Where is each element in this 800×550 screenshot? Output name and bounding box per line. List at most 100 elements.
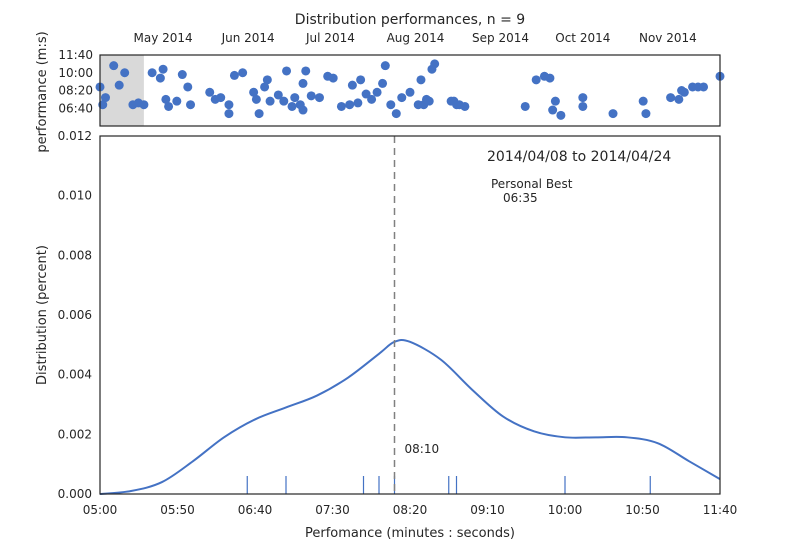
timeline-point-35 [290, 93, 300, 103]
chart-title: Distribution performances, n = 9 [295, 12, 525, 28]
timeline-point-52 [378, 78, 388, 88]
timeline-x-tick-label: Sep 2014 [472, 31, 529, 45]
timeline-point-78 [578, 101, 588, 111]
timeline-point-76 [556, 110, 566, 120]
timeline-point-85 [679, 87, 689, 97]
timeline-point-24 [238, 68, 248, 78]
timeline-highlight-range [100, 55, 144, 126]
timeline-frame [99, 54, 721, 127]
timeline-y-ticks: 11:40 10:00 08:20 06:40 [58, 48, 93, 115]
timeline-point-44 [336, 101, 346, 111]
timeline-point-64 [430, 59, 440, 69]
distribution-x-tick-label: 07:30 [315, 503, 350, 517]
timeline-point-15 [177, 70, 187, 80]
timeline-point-8 [139, 100, 149, 110]
timeline-point-16 [183, 82, 193, 92]
timeline-point-12 [161, 94, 171, 104]
timeline-point-46 [347, 80, 357, 90]
distribution-panel: 08:10 2014/04/08 to 2014/04/24 Personal … [35, 129, 737, 541]
timeline-point-83 [674, 94, 684, 104]
timeline-x-ticks: May 2014 Jun 2014 Jul 2014 Aug 2014 Sep 2014… [134, 31, 697, 45]
timeline-point-27 [254, 109, 264, 119]
timeline-point-45 [345, 100, 355, 110]
distribution-y-tick-label: 0.004 [58, 368, 92, 382]
distribution-curve [99, 338, 721, 495]
timeline-point-4 [114, 80, 124, 90]
timeline-point-13 [164, 101, 174, 111]
timeline-point-22 [224, 109, 234, 119]
timeline-point-75 [550, 96, 560, 106]
current-value-label: 08:10 [405, 442, 440, 456]
timeline-point-14 [172, 96, 182, 106]
timeline-point-37 [298, 78, 308, 88]
timeline-y-tick-label: 08:20 [58, 84, 93, 98]
timeline-point-69 [460, 101, 470, 111]
timeline-x-tick-label: Aug 2014 [387, 31, 445, 45]
distribution-y-tick-label: 0.008 [58, 248, 92, 262]
distribution-y-ticks: 0.000 0.002 0.004 0.006 0.008 0.010 0.012 [58, 129, 92, 501]
distribution-y-tick-label: 0.012 [58, 129, 92, 143]
timeline-point-18 [205, 87, 215, 97]
timeline-y-tick-label: 06:40 [58, 101, 93, 115]
timeline-point-40 [306, 91, 316, 101]
timeline-point-43 [328, 73, 338, 83]
distribution-x-tick-label: 05:00 [83, 503, 118, 517]
timeline-panel: May 2014 Jun 2014 Jul 2014 Aug 2014 Sep 2014… [35, 31, 725, 153]
distribution-y-tick-label: 0.006 [58, 308, 92, 322]
timeline-point-73 [545, 73, 555, 83]
timeline-point-57 [405, 87, 415, 97]
timeline-x-tick-label: Nov 2014 [639, 31, 697, 45]
distribution-x-tick-label: 11:40 [703, 503, 738, 517]
distribution-y-tick-label: 0.002 [58, 427, 92, 441]
distribution-x-ticks: 05:00 05:50 06:40 07:30 08:20 09:10 10:00 10:50… [83, 503, 738, 517]
timeline-y-label: performance (m:s) [35, 31, 50, 152]
timeline-point-21 [224, 100, 234, 110]
timeline-x-tick-label: Oct 2014 [555, 31, 610, 45]
timeline-point-47 [353, 98, 363, 108]
timeline-point-29 [262, 75, 272, 85]
timeline-point-79 [608, 109, 618, 119]
timeline-y-tick-label: 10:00 [58, 66, 93, 80]
timeline-point-41 [314, 93, 324, 103]
timeline-point-31 [273, 90, 283, 100]
timeline-point-30 [265, 96, 275, 106]
timeline-point-11 [158, 64, 168, 74]
timeline-point-71 [531, 75, 541, 85]
timeline-point-88 [699, 82, 709, 92]
distribution-x-tick-label: 05:50 [160, 503, 195, 517]
timeline-point-59 [416, 75, 426, 85]
timeline-point-3 [109, 61, 119, 71]
timeline-point-77 [578, 93, 588, 103]
distribution-y-label: Distribution (percent) [35, 245, 50, 385]
timeline-point-23 [229, 70, 239, 80]
timeline-point-62 [424, 96, 434, 106]
timeline-x-tick-label: May 2014 [134, 31, 193, 45]
timeline-point-82 [666, 93, 676, 103]
distribution-x-label: Perfomance (minutes : seconds) [305, 526, 515, 541]
personal-best-value: 06:35 [503, 191, 538, 205]
timeline-point-26 [251, 94, 261, 104]
distribution-y-tick-label: 0.010 [58, 189, 92, 203]
distribution-x-tick-label: 06:40 [238, 503, 273, 517]
timeline-point-48 [356, 75, 366, 85]
timeline-point-56 [397, 93, 407, 103]
timeline-point-5 [120, 68, 130, 78]
timeline-point-50 [367, 94, 377, 104]
timeline-x-tick-label: Jun 2014 [221, 31, 275, 45]
distribution-rug [246, 476, 651, 494]
timeline-point-54 [386, 100, 396, 110]
timeline-points [95, 59, 725, 120]
timeline-point-9 [147, 68, 157, 78]
timeline-point-80 [638, 96, 648, 106]
distribution-x-tick-label: 10:50 [625, 503, 660, 517]
timeline-point-53 [380, 61, 390, 71]
distribution-x-tick-label: 09:10 [470, 503, 505, 517]
personal-best-label: Personal Best [491, 177, 573, 191]
timeline-point-17 [186, 100, 196, 110]
timeline-point-28 [260, 82, 270, 92]
timeline-point-10 [155, 73, 165, 83]
timeline-point-38 [298, 105, 308, 115]
distribution-title: 2014/04/08 to 2014/04/24 [487, 149, 671, 165]
distribution-x-tick-label: 08:20 [393, 503, 428, 517]
